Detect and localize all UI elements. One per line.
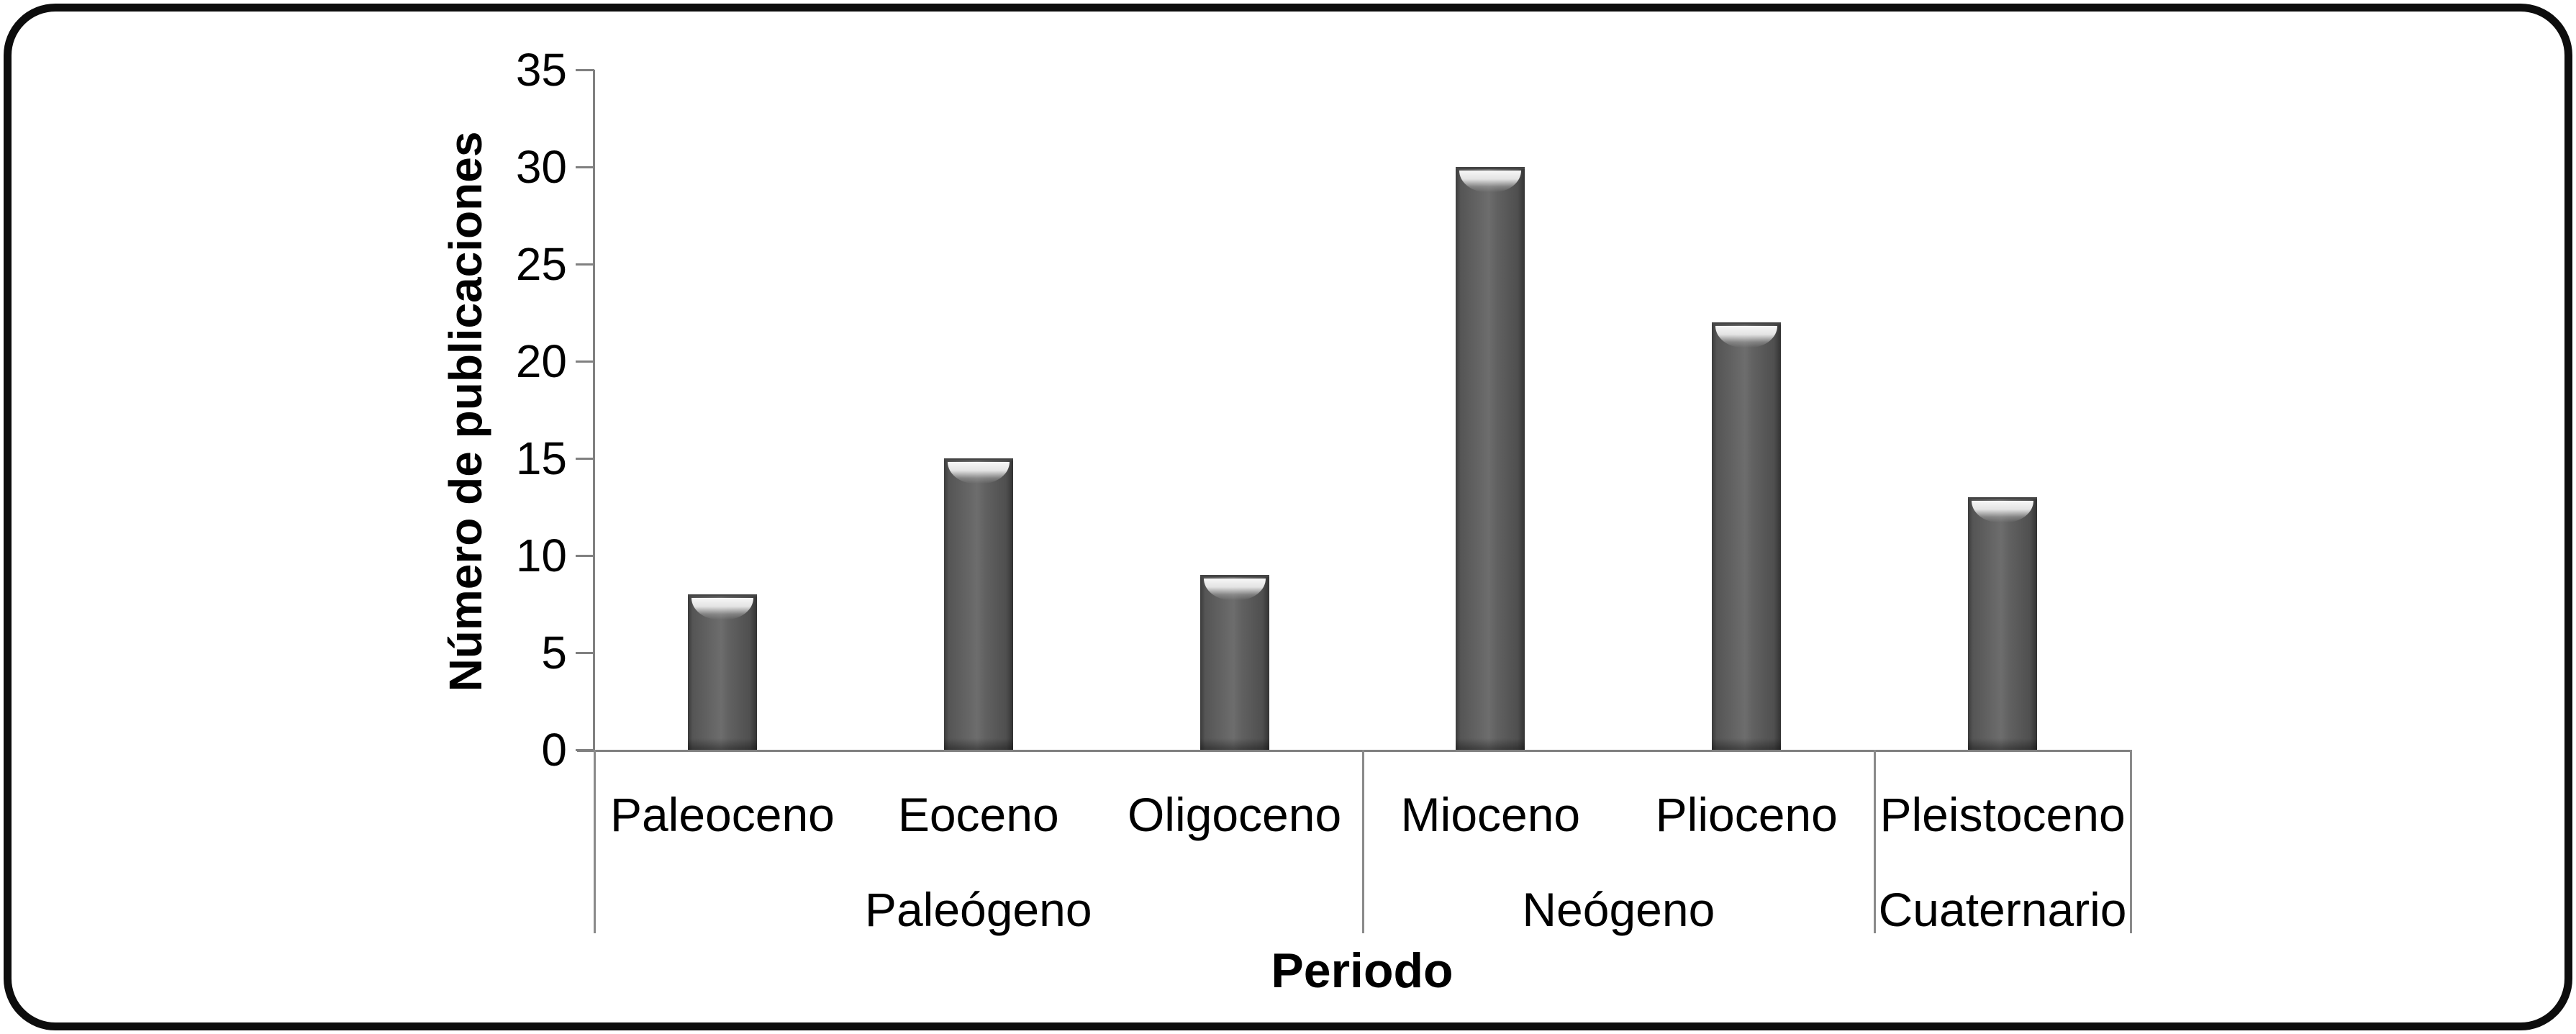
y-tick-label: 20 <box>515 335 567 387</box>
bar-eoceno <box>943 458 1013 750</box>
group-separator <box>1361 750 1364 933</box>
group-separator <box>1874 750 1877 933</box>
bar-plioceno <box>1712 322 1782 750</box>
y-tick-label: 5 <box>541 627 567 679</box>
y-tick <box>576 749 594 751</box>
y-tick <box>576 263 594 266</box>
y-tick-label: 15 <box>515 432 567 484</box>
group-separator <box>2130 750 2132 933</box>
bar-pleistoceno <box>1968 497 2038 750</box>
x-category-label: Plioceno <box>1655 788 1838 841</box>
y-tick <box>576 360 594 363</box>
x-category-label: Mioceno <box>1400 788 1581 841</box>
group-label-cuaternario: Cuaternario <box>1878 883 2127 936</box>
y-tick-label: 35 <box>515 44 567 96</box>
y-tick <box>576 458 594 460</box>
bar-mioceno <box>1456 167 1525 750</box>
y-tick <box>576 555 594 557</box>
bar-oligoceno <box>1199 575 1269 750</box>
x-category-label: Eoceno <box>897 788 1059 841</box>
x-axis-title: Periodo <box>1271 943 1453 998</box>
y-tick-label: 10 <box>515 530 567 581</box>
group-label-paleógeno: Paleógeno <box>864 883 1092 936</box>
y-tick <box>576 166 594 168</box>
group-separator <box>594 750 596 933</box>
y-tick-label: 25 <box>515 238 567 290</box>
y-tick-label: 0 <box>541 724 567 776</box>
y-tick <box>576 69 594 71</box>
group-label-neógeno: Neógeno <box>1522 883 1715 936</box>
y-tick-label: 30 <box>515 141 567 193</box>
x-category-label: Pleistoceno <box>1879 788 2126 841</box>
x-category-label: Oligoceno <box>1127 788 1342 841</box>
y-axis-title: Número de publicaciones <box>440 131 491 692</box>
y-axis-line <box>593 70 595 752</box>
x-category-label: Paleoceno <box>609 788 835 841</box>
x-axis-line <box>577 750 2131 752</box>
bar-paleoceno <box>687 594 757 750</box>
y-tick <box>576 652 594 654</box>
